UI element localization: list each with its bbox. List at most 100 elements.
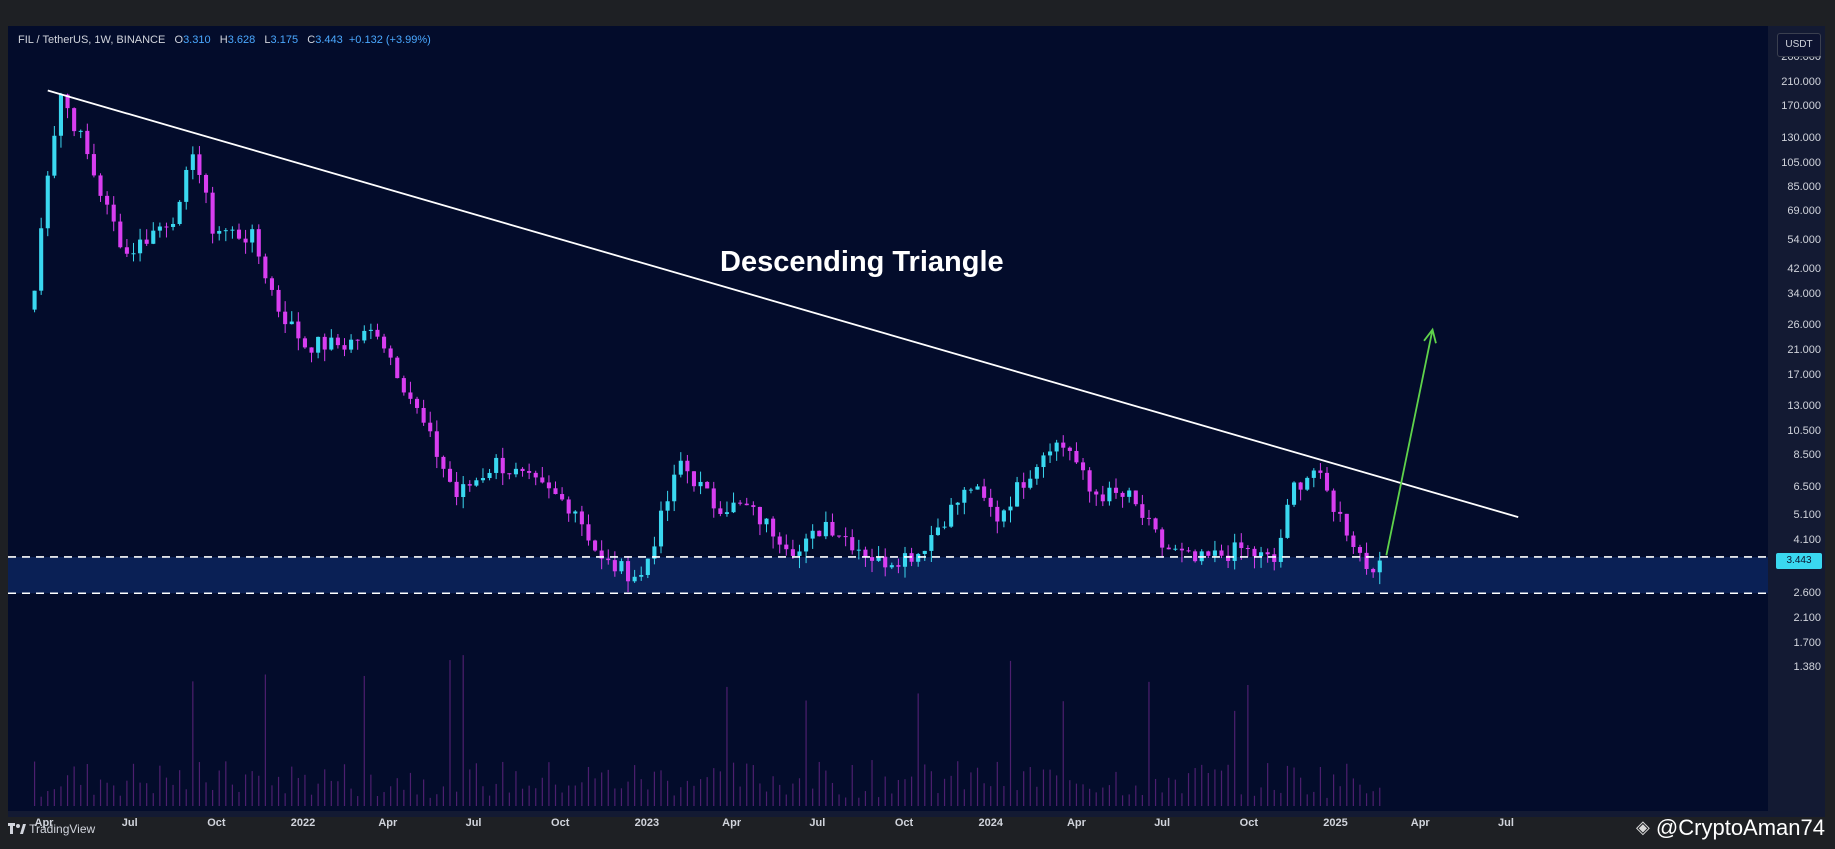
volume-bar [667, 780, 669, 806]
volume-bar [462, 655, 464, 806]
volume-bar [1372, 791, 1374, 806]
candle-body [1331, 490, 1336, 512]
time-tick-label: Apr [1410, 817, 1430, 829]
candle-body [1179, 548, 1184, 551]
volume-bar [548, 762, 550, 806]
candle-body [672, 474, 677, 502]
volume-bar [779, 784, 781, 806]
candle-body [1219, 550, 1224, 556]
candle-body [593, 540, 598, 551]
volume-bar [330, 780, 332, 806]
candle-body [91, 154, 96, 176]
volume-bar [390, 786, 392, 806]
candle-body [32, 290, 37, 310]
currency-button[interactable]: USDT [1777, 33, 1821, 57]
watermark-text: @CryptoAman74 [1655, 815, 1825, 840]
time-tick-label: 2023 [634, 817, 660, 829]
candle-body [250, 229, 255, 243]
candle-body [949, 504, 954, 527]
candle-body [1298, 482, 1303, 490]
volume-bar [990, 786, 992, 806]
candle-body [639, 574, 644, 577]
volume-bar [324, 769, 326, 806]
candle-body [1146, 517, 1152, 519]
volume-bar [370, 774, 372, 806]
volume-bar [693, 785, 695, 806]
high-value: 3.628 [227, 34, 256, 46]
volume-bar [179, 770, 181, 806]
volume-bar [442, 786, 445, 806]
time-tick-label: Jul [121, 817, 138, 829]
volume-bar [1379, 787, 1381, 806]
candle-body [625, 561, 631, 582]
candle-body [1285, 504, 1290, 538]
candle-body [975, 486, 980, 490]
volume-bar [1339, 786, 1341, 806]
candle-body [962, 489, 967, 503]
candle-body [968, 489, 973, 491]
volume-bar [1280, 792, 1282, 806]
volume-bar [726, 686, 728, 806]
volume-bar [1069, 780, 1071, 806]
volume-bar [627, 781, 629, 806]
candle-body [553, 488, 558, 495]
volume-bar [732, 762, 735, 806]
price-tick-label: 105.000 [1781, 156, 1821, 169]
volume-bar [785, 794, 787, 806]
candle-body [995, 506, 1000, 522]
time-axis[interactable]: Apr Jul Oct 2022 Apr Jul Oct 2023 Apr Jul Oct 2024 A… [8, 811, 1768, 833]
candle-body [184, 169, 189, 202]
volume-bar [343, 764, 346, 806]
volume-bar [113, 785, 115, 806]
price-axis[interactable]: 260.000 210.000 170.000 130.000 105.000 85.00… [1770, 26, 1825, 811]
candle-body [942, 526, 947, 528]
volume-bar [475, 763, 477, 806]
candle-body [296, 321, 301, 339]
volume-bar [858, 797, 860, 806]
volume-bar [1115, 771, 1117, 806]
volume-bar [1300, 777, 1302, 806]
candle-body [164, 226, 169, 228]
candle-body [98, 175, 103, 196]
volume-bar [449, 660, 451, 806]
volume-bar [198, 762, 201, 806]
volume-bar [1187, 773, 1190, 806]
volume-bar [291, 766, 293, 806]
candle-body [408, 392, 413, 399]
candle-body [1193, 551, 1198, 562]
price-tick-label: 1.380 [1793, 661, 1821, 673]
volume-bar [1365, 793, 1368, 806]
candle-body [645, 558, 650, 575]
price-tick-label: 85.000 [1787, 181, 1821, 194]
volume-bar [416, 794, 418, 806]
chart-plot-area[interactable]: FIL / TetherUS, 1W, BINANCE O3.310 H3.62… [8, 26, 1768, 811]
candle-body [619, 561, 624, 572]
volume-bar [1036, 786, 1038, 806]
candle-body [1206, 551, 1211, 556]
candle-body [441, 456, 446, 469]
time-tick-label: Oct [1239, 817, 1258, 829]
volume-bar [152, 793, 154, 806]
volume-bar [159, 765, 161, 806]
candle-body [1272, 554, 1277, 562]
candle-body [388, 348, 393, 358]
price-tick-label: 6.500 [1793, 480, 1821, 493]
volume-bar [80, 784, 82, 806]
tradingview-logo[interactable]: TradingView [8, 822, 95, 836]
candle-body [1311, 470, 1316, 478]
volume-bar [119, 795, 121, 806]
candle-body [658, 510, 664, 547]
volume-bar [535, 788, 537, 806]
candle-body [1265, 552, 1270, 555]
volume-bar [1260, 787, 1262, 806]
volume-bar [1003, 786, 1005, 806]
symbol-header: FIL / TetherUS, 1W, BINANCE O3.310 H3.62… [18, 34, 431, 46]
volume-bar [383, 792, 385, 806]
volume-bar [172, 784, 174, 806]
candle-body [467, 484, 472, 486]
candle-body [1041, 455, 1046, 468]
volume-bar [495, 783, 497, 806]
candle-body [223, 230, 228, 232]
volume-bar [594, 778, 596, 806]
volume-bar [845, 797, 847, 806]
